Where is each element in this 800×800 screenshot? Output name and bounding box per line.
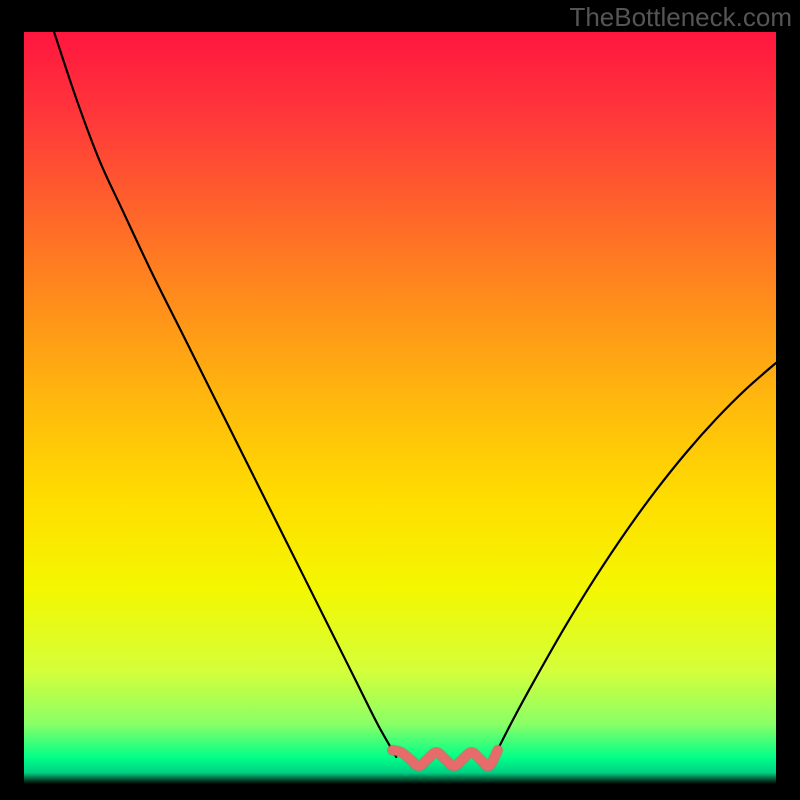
watermark-text: TheBottleneck.com (569, 2, 792, 33)
bottleneck-curve-chart (24, 32, 776, 784)
chart-root: TheBottleneck.com (0, 0, 800, 800)
plot-area (24, 32, 776, 784)
gradient-background (24, 32, 776, 784)
